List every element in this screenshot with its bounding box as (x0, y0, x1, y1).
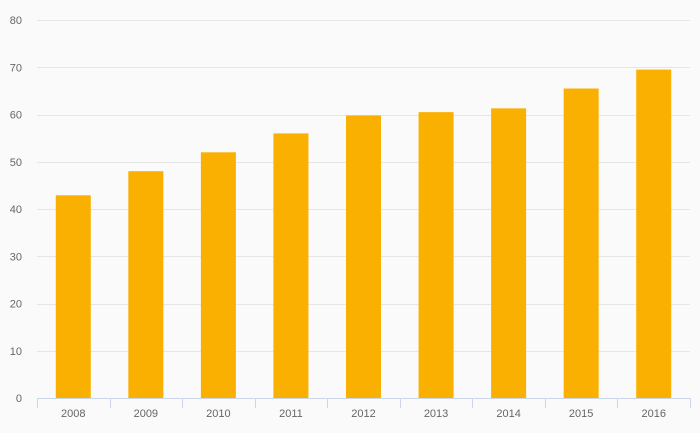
x-tick-label: 2009 (134, 408, 158, 420)
y-tick-label: 30 (10, 251, 22, 263)
x-tick-label: 2016 (641, 408, 665, 420)
x-tick-label: 2011 (279, 408, 303, 420)
x-tick-label: 2014 (496, 408, 520, 420)
bar-2011 (273, 133, 309, 398)
x-tick-label: 2008 (61, 408, 85, 420)
y-tick-label: 20 (10, 299, 22, 311)
y-tick-label: 80 (10, 15, 22, 27)
bar-2008 (55, 195, 91, 398)
x-tick-label: 2010 (206, 408, 230, 420)
y-axis-tick-labels: 0 10 20 30 40 50 60 70 80 (10, 15, 22, 405)
y-tick-label: 40 (10, 204, 22, 216)
bar-2013 (418, 112, 454, 398)
bars (55, 69, 672, 399)
x-axis: 2008 2009 2010 2011 2012 2013 2014 2015 2016 (37, 398, 691, 420)
bar-2015 (563, 88, 599, 398)
y-tick-label: 10 (10, 346, 22, 358)
x-tick-label: 2013 (424, 408, 448, 420)
y-tick-label: 60 (10, 110, 22, 122)
bar-2012 (346, 115, 381, 398)
y-tick-label: 0 (16, 393, 22, 405)
y-tick-label: 50 (10, 157, 22, 169)
bar-2016 (636, 69, 672, 399)
y-tick-label: 70 (10, 62, 22, 74)
bar-2014 (491, 108, 527, 399)
bar-2010 (200, 152, 236, 398)
bar-2009 (128, 171, 164, 398)
x-tick-label: 2012 (351, 408, 375, 420)
x-tick-label: 2015 (569, 408, 593, 420)
